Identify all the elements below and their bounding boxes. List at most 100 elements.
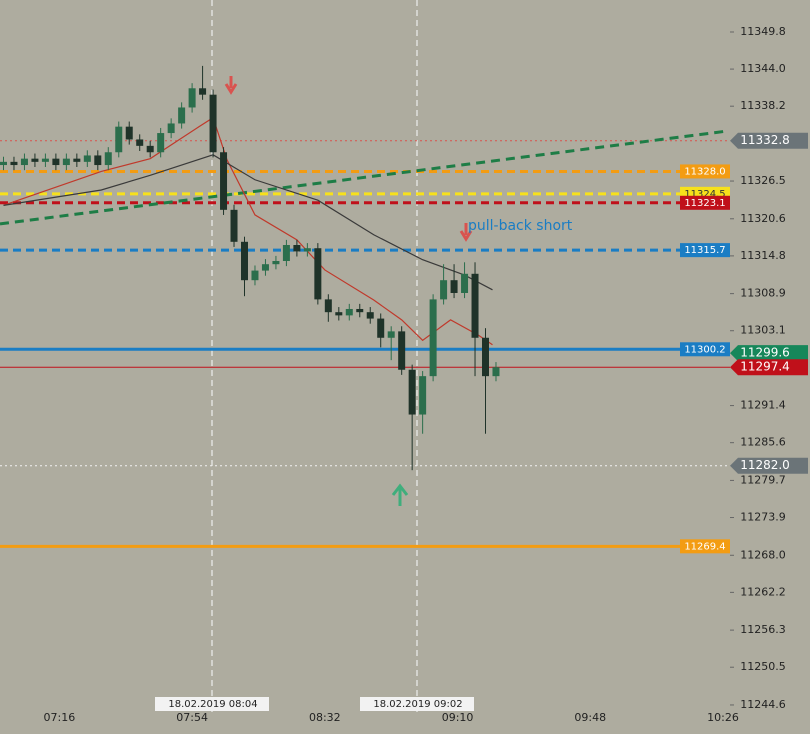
level-tag-label: 11269.4 [684, 541, 725, 552]
y-tick-label: 11273.9 [740, 511, 786, 524]
candle-body [115, 126, 123, 153]
candle-body [408, 369, 416, 415]
candle-body [345, 308, 353, 316]
x-tick-label: 07:54 [176, 711, 208, 724]
y-tick-label: 11291.4 [740, 399, 786, 412]
y-tick-label: 11303.1 [740, 324, 786, 337]
candle-body [52, 158, 60, 166]
y-tick-label: 11320.6 [740, 212, 786, 225]
level-tag-label: 11300.2 [684, 344, 725, 355]
candle-body [251, 270, 259, 281]
level-tag-label: 11323.1 [684, 198, 725, 209]
candle-body [0, 161, 7, 166]
annotation: pull-back short [468, 218, 573, 234]
candle-body [31, 158, 39, 162]
candle-body [324, 299, 332, 313]
candle-body [303, 248, 311, 252]
candle-body [136, 139, 144, 146]
candle-body [167, 123, 175, 134]
candle-body [240, 241, 248, 281]
candle-body [20, 158, 28, 166]
crosshair-tag [360, 697, 474, 711]
candle-body [188, 88, 196, 108]
candle-body [62, 158, 70, 166]
x-tick-label: 09:48 [574, 711, 606, 724]
level-tag-label: 11328.0 [684, 166, 725, 177]
candle-body [10, 161, 18, 166]
candle-body [377, 318, 385, 338]
y-tick-label: 11250.5 [740, 660, 786, 673]
candle-body [104, 152, 112, 166]
x-tick-label: 08:32 [309, 711, 341, 724]
level-tag-label: 11332.8 [740, 133, 790, 147]
candle-body [220, 152, 228, 210]
buy-arrow [391, 483, 409, 506]
candle-body [83, 155, 91, 162]
y-tick-label: 11314.8 [740, 249, 786, 262]
level-tag-label: 11315.7 [684, 245, 725, 256]
candle-body [450, 280, 458, 293]
level-tag-label: 11282.0 [740, 458, 790, 472]
candle-body [146, 145, 154, 153]
candle-body [398, 331, 406, 370]
candle-body [272, 261, 280, 265]
plot-area [0, 0, 730, 712]
candle-body [125, 126, 133, 140]
y-tick-label: 11326.5 [740, 174, 786, 187]
y-tick-label: 11279.7 [740, 473, 786, 486]
sell-arrow [459, 223, 473, 242]
level-tag [680, 164, 730, 179]
candle-body [314, 248, 322, 300]
x-tick-label: 10:26 [707, 711, 739, 724]
level-tag-label: 11297.4 [740, 360, 790, 374]
y-tick-label: 11349.8 [740, 25, 786, 38]
level-tag [680, 539, 730, 554]
candle-body [282, 245, 290, 262]
y-tick-label: 11285.6 [740, 436, 786, 449]
candle-body [209, 94, 217, 153]
level-tag [730, 132, 808, 149]
level-tag [730, 345, 808, 362]
candle-body [335, 312, 343, 316]
level-tag [730, 359, 808, 376]
y-tick-label: 11344.0 [740, 62, 786, 75]
candle-body [461, 273, 469, 293]
candle-body [157, 133, 165, 153]
candle-body [199, 88, 207, 95]
candle-body [419, 376, 427, 415]
candle-body [178, 107, 186, 124]
y-tick-label: 11308.9 [740, 287, 786, 300]
candle-body [387, 331, 395, 338]
level-tag [730, 457, 808, 474]
level-tag [680, 243, 730, 258]
candle-body [94, 155, 102, 166]
level-tag [680, 195, 730, 210]
candle-body [230, 209, 238, 242]
candle-body [440, 280, 448, 300]
candle-body [471, 273, 479, 338]
candle-body [41, 158, 49, 162]
y-tick-label: 11268.0 [740, 548, 786, 561]
crosshair-label: 18.02.2019 09:02 [373, 699, 462, 710]
y-tick-label: 11256.3 [740, 623, 786, 636]
x-tick-label: 09:10 [442, 711, 474, 724]
trendline [0, 129, 727, 226]
candle-body [366, 312, 374, 319]
level-tag [680, 342, 730, 357]
candle-body [356, 308, 364, 313]
crosshair-label: 18.02.2019 08:04 [168, 699, 257, 710]
candle-body [492, 367, 500, 377]
level-tag-label: 11299.6 [740, 346, 790, 360]
candle-body [73, 158, 81, 162]
candle-body [293, 245, 301, 252]
level-tag-label: 11324.5 [684, 189, 725, 200]
x-tick-label: 07:16 [44, 711, 76, 724]
crosshair-tag [155, 697, 269, 711]
y-tick-label: 11262.2 [740, 585, 786, 598]
candle-body [261, 264, 269, 271]
y-tick-label: 11338.2 [740, 99, 786, 112]
candle-body [482, 337, 490, 377]
sell-arrow [224, 76, 238, 95]
